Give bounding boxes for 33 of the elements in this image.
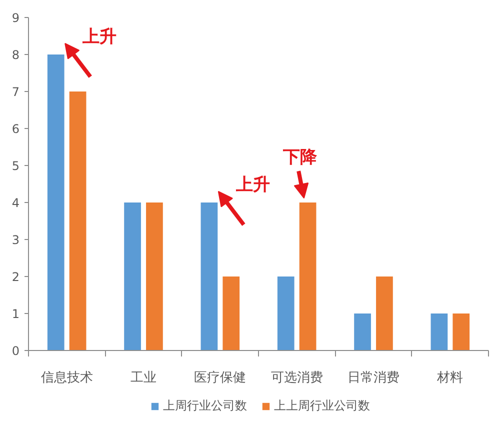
bar (354, 314, 371, 350)
bar (452, 314, 470, 350)
bar (222, 276, 240, 350)
y-tick-label: 4 (12, 196, 20, 210)
x-tick-label: 日常消费 (348, 370, 400, 386)
x-tick-label: 信息技术 (40, 370, 93, 386)
y-tick-label: 2 (12, 270, 20, 284)
annotation: 上升 (235, 175, 270, 196)
y-tick-label: 1 (12, 307, 20, 321)
x-tick-label: 可选消费 (270, 370, 323, 386)
y-tick-label: 8 (12, 48, 20, 62)
legend-label: 上周行业公司数 (163, 398, 247, 414)
bar (277, 276, 294, 350)
y-tick-label: 7 (12, 85, 20, 99)
bar (124, 202, 141, 350)
x-tick-label: 材料 (436, 370, 464, 386)
bar (69, 92, 86, 350)
bar (430, 314, 448, 350)
y-tick-label: 5 (12, 159, 20, 173)
y-tick-label: 6 (12, 122, 20, 136)
bar (299, 202, 316, 350)
annotation: 上升 (82, 27, 117, 48)
x-tick-label: 医疗保健 (194, 370, 246, 386)
bar (200, 202, 218, 350)
annotation: 下降 (282, 147, 318, 168)
bar (47, 54, 64, 350)
x-tick-label: 工业 (130, 370, 156, 386)
bar (376, 276, 393, 350)
legend-label: 上上周行业公司数 (274, 398, 370, 414)
y-tick-label: 3 (12, 233, 20, 247)
bar (146, 202, 163, 350)
y-tick-label: 0 (12, 344, 20, 358)
y-tick-label: 9 (12, 11, 20, 25)
